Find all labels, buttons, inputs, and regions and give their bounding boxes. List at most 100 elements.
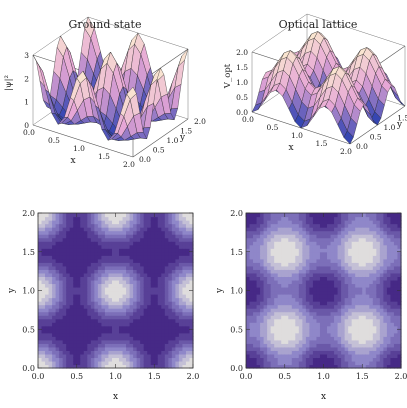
contour-cell	[263, 276, 268, 281]
contour-cell	[73, 308, 78, 313]
contour-cell	[108, 237, 113, 242]
contour-cell	[133, 364, 138, 369]
contour-cell	[136, 357, 141, 362]
contour-cell	[341, 318, 346, 323]
contour-cell	[274, 255, 279, 260]
contour-cell	[189, 332, 194, 337]
contour-cell	[249, 276, 254, 281]
contour-cell	[90, 237, 95, 242]
contour-cell	[175, 279, 180, 285]
contour-cell	[291, 216, 296, 221]
contour-cell	[397, 325, 402, 330]
contour-cell	[316, 350, 321, 355]
contour-cell	[94, 322, 99, 327]
contour-cell	[383, 230, 388, 235]
contour-cell	[267, 213, 272, 218]
contour-cell	[348, 286, 353, 292]
box-edge	[251, 13, 308, 53]
z-tick-label: 3	[24, 51, 29, 60]
contour-cell	[97, 279, 103, 285]
contour-cell	[126, 297, 131, 302]
contour-cell	[115, 258, 120, 263]
contour-cell	[344, 329, 349, 334]
contour-cell	[161, 283, 166, 288]
contour-cell	[383, 346, 388, 351]
contour-cell	[52, 255, 57, 260]
contour-cell	[246, 272, 251, 278]
contour-cell	[379, 315, 384, 320]
contour-cell	[73, 251, 78, 256]
contour-cell	[355, 251, 360, 256]
contour-cell	[101, 315, 106, 320]
contour-cell	[393, 311, 399, 316]
contour-cell	[327, 343, 332, 348]
contour-cell	[284, 262, 289, 267]
contour-cell	[260, 311, 265, 316]
contour-cell	[295, 255, 300, 260]
contour-cell	[327, 220, 332, 225]
contour-cell	[136, 364, 141, 369]
contour-cell	[372, 220, 377, 225]
contour-cell	[147, 276, 152, 281]
contour-cell	[157, 336, 162, 341]
contour-cell	[119, 248, 124, 253]
contour-cell	[140, 241, 145, 246]
contour-cell	[119, 311, 124, 316]
contour-cell	[270, 290, 275, 295]
contour-cell	[376, 220, 381, 225]
contour-cell	[351, 329, 356, 334]
contour-cell	[90, 255, 95, 260]
contour-cell	[189, 283, 194, 288]
contour-cell	[246, 343, 251, 348]
contour-cell	[249, 297, 254, 302]
contour-cell	[291, 286, 296, 292]
x-tick-label: 1.0	[109, 372, 122, 381]
contour-cell	[76, 241, 81, 246]
contour-cell	[305, 304, 311, 309]
contour-cell	[263, 332, 268, 337]
contour-cell	[267, 255, 272, 260]
contour-cell	[171, 248, 176, 253]
contour-cell	[369, 223, 374, 228]
contour-cell	[108, 304, 113, 309]
contour-cell	[143, 353, 148, 359]
contour-cell	[73, 332, 78, 337]
contour-cell	[351, 241, 356, 246]
contour-cell	[62, 322, 67, 327]
contour-cell	[76, 364, 81, 369]
contour-cell	[59, 230, 64, 235]
contour-cell	[104, 297, 110, 302]
contour-cell	[45, 357, 50, 362]
contour-cell	[73, 343, 78, 348]
contour-cell	[249, 311, 254, 316]
contour-cell	[319, 315, 325, 320]
contour-cell	[189, 290, 194, 295]
contour-cell	[383, 311, 388, 316]
contour-cell	[94, 262, 99, 267]
contour-cell	[277, 213, 282, 218]
contour-cell	[369, 301, 374, 306]
contour-cell	[147, 311, 152, 316]
contour-cell	[97, 357, 103, 362]
contour-cell	[175, 290, 180, 295]
contour-cell	[164, 262, 169, 267]
contour-cell	[312, 216, 318, 221]
contour-cell	[351, 308, 356, 313]
contour-cell	[249, 294, 254, 299]
contour-cell	[119, 353, 124, 359]
contour-cell	[344, 283, 349, 288]
contour-cell	[62, 216, 67, 221]
contour-cell	[52, 220, 57, 225]
contour-cell	[327, 311, 332, 316]
contour-cell	[379, 213, 384, 218]
contour-cell	[249, 223, 254, 228]
contour-cell	[140, 360, 145, 366]
contour-cell	[129, 223, 134, 228]
contour-cell	[111, 364, 117, 369]
contour-cell	[281, 301, 286, 306]
contour-cell	[337, 216, 342, 221]
contour-cell	[59, 216, 64, 221]
x-tick-label: 0.0	[242, 115, 254, 124]
contour-cell	[147, 364, 152, 369]
contour-cell	[52, 241, 57, 246]
